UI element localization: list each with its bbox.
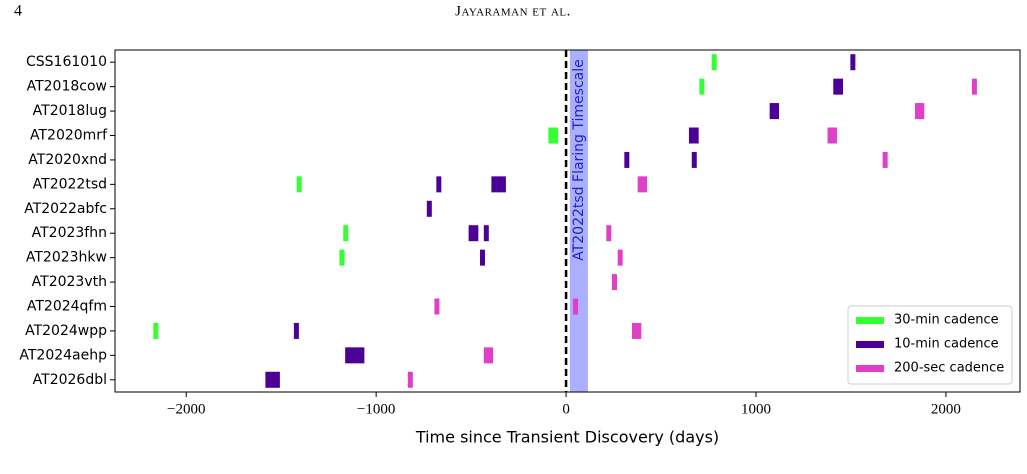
x-tick-label: 0 <box>562 401 570 417</box>
observation <box>838 78 844 95</box>
observation <box>553 127 559 144</box>
observation <box>296 176 302 193</box>
observation <box>573 298 579 315</box>
observation <box>354 347 360 364</box>
observation <box>548 127 554 144</box>
legend-swatch <box>856 365 884 372</box>
observation <box>642 176 648 193</box>
legend-label: 30-min cadence <box>894 313 999 328</box>
x-tick-label: 1000 <box>741 401 771 417</box>
observation <box>774 103 780 120</box>
observation <box>691 151 697 168</box>
legend-box <box>847 305 1013 385</box>
y-tick-label: AT2024qfm <box>27 299 107 315</box>
x-tick-label: 2000 <box>931 401 961 417</box>
x-tick-label: −2000 <box>167 401 205 417</box>
plot-frame <box>114 49 1021 393</box>
observation <box>488 347 494 364</box>
observation <box>631 322 637 339</box>
annotation: AT2022tsd Flaring Timescale <box>571 59 587 261</box>
observation <box>919 103 925 120</box>
observation <box>500 176 506 193</box>
observation <box>153 322 159 339</box>
observation <box>827 127 833 144</box>
y-tick-label: AT2018lug <box>33 103 107 119</box>
running-title: Jayaraman et al. <box>455 3 571 19</box>
observation <box>483 347 489 364</box>
observation <box>617 249 623 266</box>
y-tick-label: AT2024wpp <box>25 323 107 339</box>
observation <box>833 78 839 95</box>
observation <box>436 176 442 193</box>
observation <box>293 322 299 339</box>
observation <box>769 103 775 120</box>
page-number: 4 <box>14 3 22 20</box>
observation <box>693 127 699 144</box>
observation <box>636 322 642 339</box>
observation <box>612 274 618 291</box>
y-tick-label: AT2024aehp <box>19 347 107 363</box>
x-axis-label: Time since Transient Discovery (days) <box>415 428 719 447</box>
plot: AT2022tsd Flaring Timescale CSS161010 AT20… <box>19 49 1021 447</box>
legend-swatch <box>856 317 884 324</box>
observation <box>426 200 432 217</box>
observation <box>914 103 920 120</box>
observation <box>434 298 440 315</box>
observation <box>468 225 474 242</box>
observation <box>359 347 365 364</box>
observation <box>345 347 351 364</box>
y-tick-label: AT2023fhn <box>32 225 107 241</box>
observation <box>270 371 276 388</box>
observation <box>831 127 837 144</box>
legend-swatch <box>856 341 884 348</box>
observation <box>882 151 888 168</box>
observation <box>407 371 413 388</box>
observation <box>265 371 271 388</box>
observation <box>496 176 502 193</box>
y-tick-label: AT2018cow <box>27 79 107 95</box>
observation <box>637 176 643 193</box>
y-tick-label: AT2022abfc <box>24 201 107 217</box>
x-tick-label: −1000 <box>357 401 395 417</box>
observation <box>349 347 355 364</box>
observation <box>699 78 705 95</box>
y-tick-label: AT2022tsd <box>33 176 107 192</box>
observation <box>473 225 479 242</box>
observation <box>850 54 856 71</box>
legend-label: 200-sec cadence <box>894 361 1004 376</box>
observation <box>274 371 280 388</box>
observation <box>491 176 497 193</box>
observation <box>480 249 486 266</box>
y-tick-label: CSS161010 <box>26 54 107 70</box>
observation <box>688 127 694 144</box>
observation <box>606 225 612 242</box>
y-tick-label: AT2020mrf <box>30 128 108 144</box>
y-tick-label: AT2026dbl <box>33 372 107 388</box>
observation <box>343 225 349 242</box>
observation <box>339 249 345 266</box>
observation <box>624 151 630 168</box>
observation <box>971 78 977 95</box>
legend-label: 10-min cadence <box>894 337 999 352</box>
y-tick-label: AT2020xnd <box>28 152 107 168</box>
y-tick-label: AT2023vth <box>32 274 107 290</box>
observation <box>483 225 489 242</box>
y-tick-label: AT2023hkw <box>26 250 107 266</box>
observation <box>711 54 717 71</box>
